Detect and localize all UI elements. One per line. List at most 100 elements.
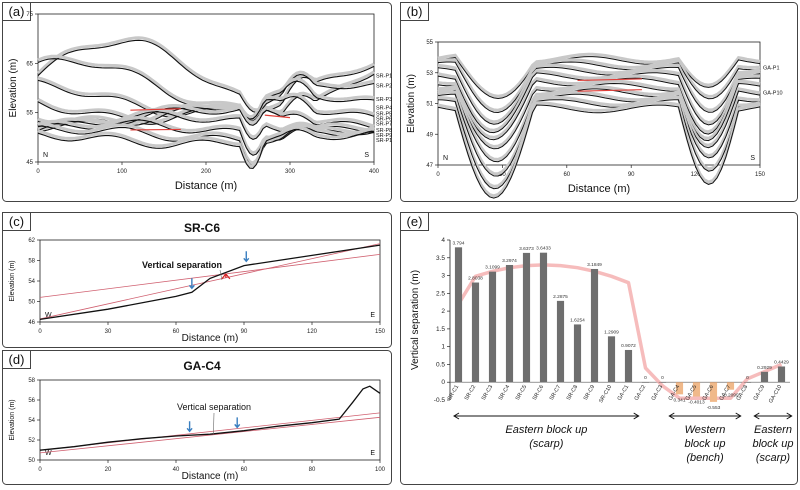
x-tick-label: 60	[563, 172, 570, 178]
y-tick-label: 49	[426, 132, 433, 138]
bar	[455, 247, 462, 382]
bar	[557, 301, 564, 382]
y-tick-label: 53	[426, 71, 433, 77]
corner-label-right: S	[750, 155, 755, 162]
y-tick-label: 51	[426, 102, 433, 108]
corner-label-left: N	[443, 155, 448, 162]
x-tick-label: 120	[307, 329, 318, 335]
bar	[540, 253, 547, 383]
y-tick-label: 0	[441, 379, 445, 386]
y-tick-label: 1	[441, 344, 445, 351]
chart-title: SR-C6	[184, 221, 220, 235]
series-label: SR-P10	[376, 138, 392, 144]
bar	[591, 269, 598, 382]
y-tick-label: -0.5	[434, 397, 446, 404]
y-axis-label: Vertical separation (m)	[410, 270, 421, 370]
y-tick-label: 1.5	[436, 326, 445, 333]
bar	[506, 265, 513, 382]
series-label: GA-P10	[763, 90, 783, 96]
y-tick-label: 56	[28, 398, 35, 404]
x-axis-label: Distance (m)	[175, 180, 237, 192]
y-tick-label: 75	[26, 12, 33, 18]
y-axis-label: Elevation (m)	[8, 59, 19, 118]
bar	[744, 382, 751, 383]
data-label: 2.8038	[468, 276, 483, 282]
group-label-line1: Eastern	[754, 424, 792, 436]
data-label: 0.4429	[774, 359, 789, 365]
series-label: SR-P1	[376, 74, 392, 80]
panel-label: (a)	[9, 4, 25, 19]
y-tick-label: 55	[426, 40, 433, 46]
y-tick-label: 52	[28, 438, 35, 444]
y-tick-label: 3.5	[436, 255, 445, 262]
data-label: 3.2974	[502, 258, 517, 264]
series-label: SR-P3	[376, 97, 392, 103]
annotation-label: Vertical separation	[177, 402, 251, 412]
bar	[489, 272, 496, 383]
x-tick-label: 100	[117, 169, 128, 175]
x-axis-label: Distance (m)	[182, 333, 239, 344]
y-tick-label: 47	[426, 163, 433, 169]
x-tick-label: 150	[755, 172, 766, 178]
data-label: 3.1849	[587, 262, 602, 268]
corner-label-right: E	[370, 450, 375, 457]
y-tick-label: 0.5	[436, 361, 445, 368]
x-tick-label: 200	[201, 169, 212, 175]
x-tick-label: 40	[173, 467, 180, 473]
y-tick-label: 2.5	[436, 290, 445, 297]
x-tick-label: 60	[241, 467, 248, 473]
group-label-line3: (scarp)	[756, 452, 791, 464]
y-tick-label: 54	[28, 418, 35, 424]
y-tick-label: 54	[28, 279, 35, 285]
y-tick-label: 58	[28, 259, 35, 265]
bar	[608, 336, 615, 382]
corner-label-left: N	[43, 152, 48, 159]
y-tick-label: 4	[441, 237, 445, 244]
y-tick-label: 46	[28, 320, 35, 326]
data-label: 3.6373	[519, 246, 534, 252]
y-tick-label: 3	[441, 273, 445, 280]
data-label: 3.794	[452, 240, 464, 246]
bar	[574, 324, 581, 382]
panel-label: (d)	[9, 352, 25, 367]
x-axis-label: Distance (m)	[182, 471, 239, 482]
data-label: 0	[644, 375, 647, 381]
y-tick-label: 50	[28, 300, 35, 306]
group-label-line2: block up	[685, 438, 726, 450]
panel-label: (e)	[407, 214, 423, 229]
x-tick-label: 30	[105, 329, 112, 335]
group-label-line1: Western	[685, 424, 726, 436]
corner-label-right: S	[364, 152, 369, 159]
annotation-label: Vertical separation	[142, 260, 222, 270]
x-tick-label: 100	[375, 467, 386, 473]
x-tick-label: 60	[173, 329, 180, 335]
x-tick-label: 80	[309, 467, 316, 473]
data-label: 2.2875	[553, 294, 568, 300]
y-axis-label: Elevation (m)	[9, 260, 16, 301]
data-label: 0	[746, 375, 749, 381]
group-label-line2: block up	[753, 438, 794, 450]
bar	[523, 253, 530, 382]
corner-label-left: W	[45, 450, 52, 457]
bar	[761, 372, 768, 382]
x-tick-label: 400	[369, 169, 380, 175]
x-tick-label: 300	[285, 169, 296, 175]
series-label: SR-P7	[376, 122, 392, 128]
panel-label: (b)	[407, 4, 423, 19]
bar	[778, 366, 785, 382]
bar	[472, 283, 479, 383]
y-tick-label: 58	[28, 378, 35, 384]
y-axis-label: Elevation (m)	[406, 74, 417, 133]
bar	[642, 382, 649, 383]
data-label: 0	[661, 375, 664, 381]
data-label: 1.6254	[570, 317, 585, 323]
series-label: SR-P2	[376, 84, 392, 90]
